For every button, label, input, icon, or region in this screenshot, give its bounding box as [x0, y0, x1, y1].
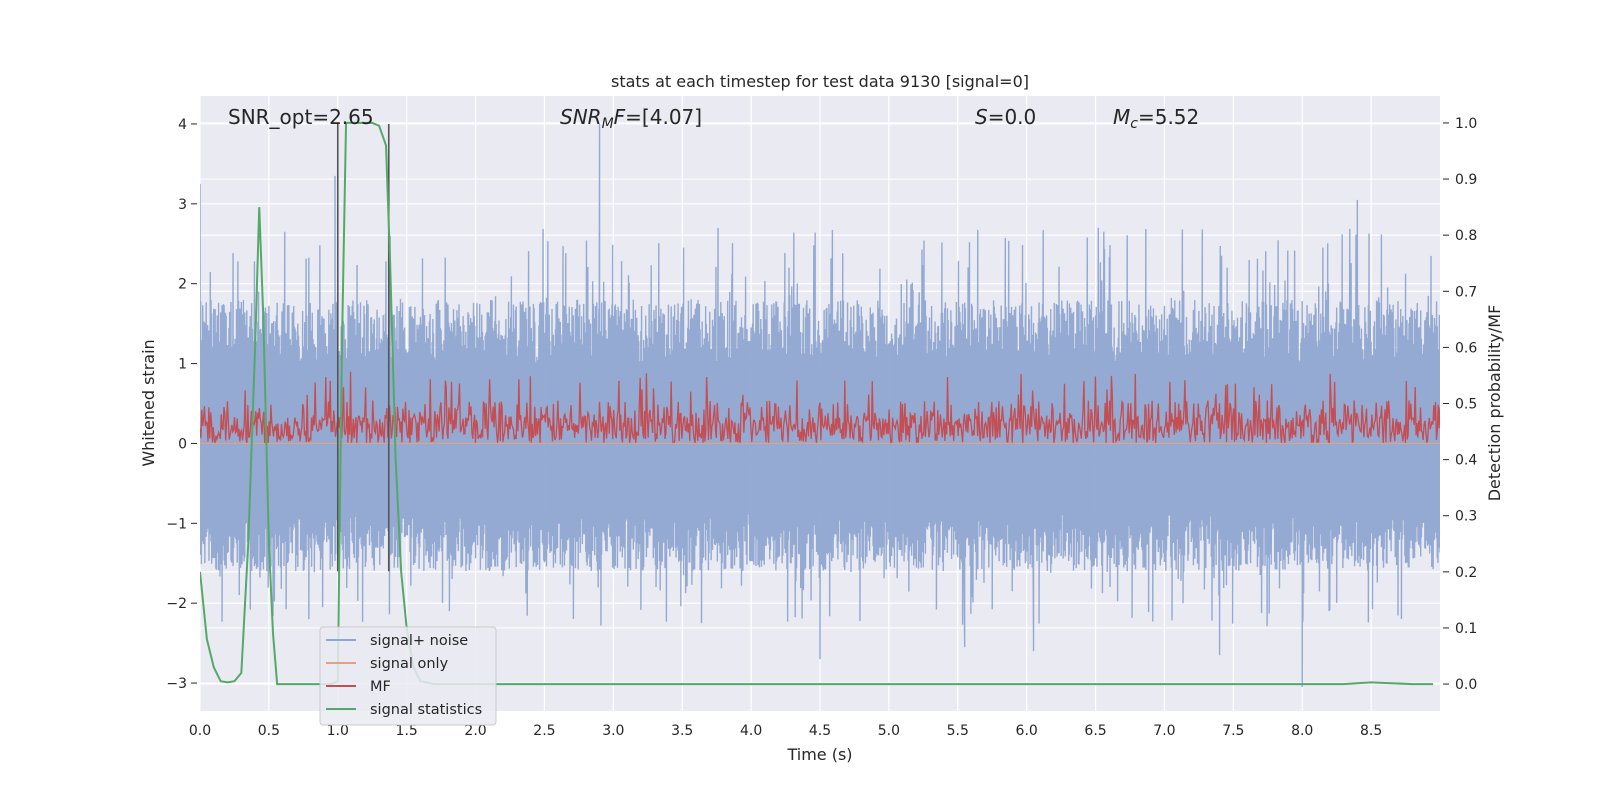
y-right-tick-label: 0.5 [1455, 397, 1477, 413]
series-signal-statistics [200, 121, 1434, 686]
y-left-tick-label: −2 [166, 596, 187, 612]
series-line-mf [200, 371, 1440, 445]
series-line-signal-noise [200, 123, 1440, 688]
y-right-tick-label: 0.9 [1455, 172, 1477, 188]
legend-label-signal-noise: signal+ noise [370, 633, 468, 649]
x-tick-label: 4.5 [809, 723, 831, 739]
x-tick-label: 6.5 [1084, 723, 1106, 739]
y-right-tick-label: 0.8 [1455, 228, 1477, 244]
legend-label-signal-statistics: signal statistics [370, 702, 482, 718]
y-right-tick-label: 0.0 [1455, 677, 1477, 693]
y-right-tick-label: 0.4 [1455, 453, 1477, 469]
x-tick-label: 0.0 [189, 723, 211, 739]
series-signal-noise [200, 123, 1440, 688]
x-tick-label: 7.5 [1222, 723, 1244, 739]
annotation-snr-opt: SNR_opt=2.65 [228, 105, 374, 129]
y-left-tick-label: 4 [178, 117, 187, 133]
y-left-tick-label: −1 [166, 516, 187, 532]
x-tick-label: 3.5 [671, 723, 693, 739]
y-left-tick-label: 0 [178, 436, 187, 452]
x-tick-label: 6.0 [1016, 723, 1038, 739]
x-tick-label: 2.0 [464, 723, 486, 739]
x-tick-label: 2.5 [533, 723, 555, 739]
x-tick-label: 7.0 [1153, 723, 1175, 739]
y-right-tick-label: 0.6 [1455, 340, 1477, 356]
x-tick-label: 1.5 [396, 723, 418, 739]
annotations: SNR_opt=2.65 SNRMF=[4.07] S=0.0 Mc=5.52 [228, 105, 1199, 132]
annotation-mc-value: Mc=5.52 [1113, 105, 1199, 132]
y-left-axis-label: Whitened strain [139, 339, 158, 466]
x-tick-label: 4.0 [740, 723, 762, 739]
annotation-snr-mf: SNRMF=[4.07] [560, 105, 702, 132]
y-right-tick-label: 0.3 [1455, 509, 1477, 525]
chart-title: stats at each timestep for test data 913… [611, 72, 1029, 91]
legend-label-signal-only: signal only [370, 656, 449, 672]
x-axis-label: Time (s) [786, 745, 852, 764]
annotation-s-value: S=0.0 [975, 105, 1036, 129]
y-right-axis-label: Detection probability/MF [1485, 305, 1504, 502]
y-left-tick-labels: −3 −2 −1 0 1 2 3 4 [166, 117, 197, 692]
x-tick-label: 5.5 [947, 723, 969, 739]
x-tick-label: 5.0 [878, 723, 900, 739]
y-right-tick-labels: 0.0 0.1 0.2 0.3 0.4 0.5 0.6 0.7 0.8 0.9 1.0 [1443, 116, 1477, 693]
y-left-tick-label: 2 [178, 277, 187, 293]
y-right-tick-label: 0.7 [1455, 284, 1477, 300]
x-tick-label: 8.5 [1360, 723, 1382, 739]
x-tick-label: 1.0 [327, 723, 349, 739]
series-line-signal-statistics [200, 121, 1434, 686]
series-mf [200, 371, 1440, 445]
y-right-tick-label: 0.2 [1455, 565, 1477, 581]
y-right-tick-label: 1.0 [1455, 116, 1477, 132]
y-left-tick-label: −3 [166, 676, 187, 692]
x-tick-labels: 0.0 0.5 1.0 1.5 2.0 2.5 3.0 3.5 4.0 4.5 5.0 5.5 6.0 6… [189, 723, 1382, 739]
y-right-tick-label: 0.1 [1455, 621, 1477, 637]
x-tick-label: 8.0 [1291, 723, 1313, 739]
legend-label-mf: MF [370, 679, 391, 695]
legend-box [319, 626, 497, 726]
x-tick-label: 3.0 [602, 723, 624, 739]
y-left-tick-label: 1 [178, 357, 187, 373]
x-tick-label: 0.5 [258, 723, 280, 739]
y-left-tick-label: 3 [178, 197, 187, 213]
legend: signal+ noise signal only MF signal stat… [319, 626, 497, 726]
